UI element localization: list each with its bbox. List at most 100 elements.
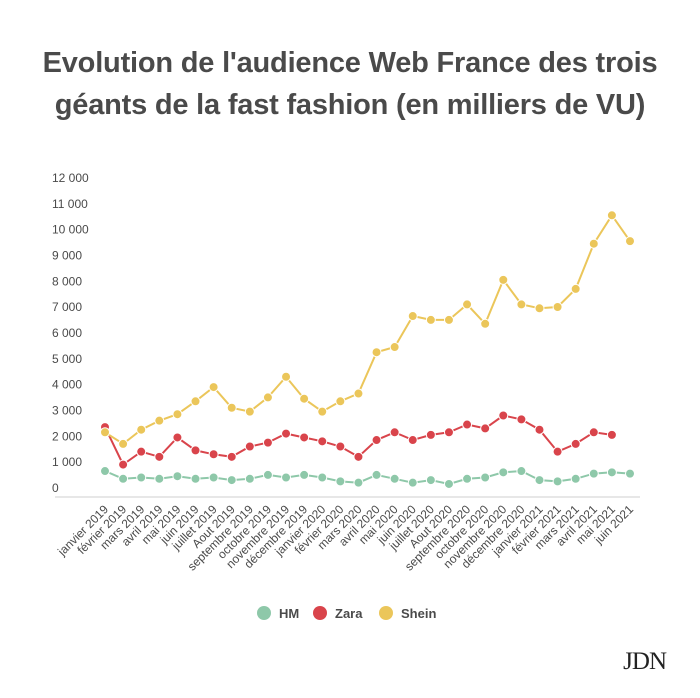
- data-point-shein: [226, 402, 237, 413]
- data-point-zara: [262, 437, 273, 448]
- data-point-shein: [480, 318, 491, 329]
- y-tick-label: 12 000: [52, 171, 89, 185]
- data-point-hm: [462, 473, 473, 484]
- data-point-shein: [118, 438, 129, 449]
- data-point-hm: [208, 472, 219, 483]
- data-point-shein: [208, 382, 219, 393]
- data-point-zara: [371, 435, 382, 446]
- data-point-shein: [371, 347, 382, 358]
- data-point-shein: [516, 299, 527, 310]
- data-point-zara: [317, 436, 328, 447]
- data-point-zara: [534, 424, 545, 435]
- data-point-zara: [498, 410, 509, 421]
- data-point-hm: [118, 473, 129, 484]
- legend-swatch-zara: [313, 606, 327, 620]
- data-point-zara: [552, 446, 563, 457]
- data-point-zara: [172, 432, 183, 443]
- data-point-zara: [118, 459, 129, 470]
- data-point-shein: [100, 427, 110, 438]
- data-point-zara: [606, 429, 617, 440]
- y-tick-label: 6 000: [52, 326, 82, 340]
- data-point-zara: [588, 427, 599, 438]
- data-point-shein: [443, 314, 454, 325]
- data-point-hm: [606, 467, 617, 478]
- data-point-zara: [480, 423, 491, 434]
- data-point-shein: [498, 274, 509, 285]
- data-point-shein: [625, 236, 635, 247]
- legend-swatch-shein: [379, 606, 393, 620]
- data-point-shein: [244, 406, 255, 417]
- data-point-zara: [443, 427, 454, 438]
- data-point-zara: [281, 428, 292, 439]
- data-point-shein: [606, 210, 617, 221]
- data-point-hm: [516, 466, 527, 477]
- data-point-shein: [389, 342, 400, 353]
- data-point-shein: [552, 302, 563, 312]
- series-line-shein: [104, 213, 631, 446]
- data-point-zara: [407, 435, 418, 446]
- data-point-hm: [353, 477, 364, 488]
- data-point-hm: [136, 472, 147, 483]
- data-point-hm: [498, 467, 509, 478]
- y-tick-label: 5 000: [52, 352, 82, 366]
- data-point-hm: [389, 473, 400, 484]
- y-tick-label: 10 000: [52, 223, 89, 237]
- data-point-hm: [281, 472, 292, 483]
- data-point-hm: [407, 477, 418, 488]
- data-point-zara: [389, 427, 400, 438]
- y-tick-label: 3 000: [52, 404, 82, 418]
- data-point-shein: [588, 238, 599, 249]
- data-point-hm: [480, 472, 491, 483]
- data-point-zara: [299, 432, 310, 443]
- data-point-zara: [190, 445, 201, 456]
- series-line-hm: [104, 469, 631, 486]
- legend-label-shein: Shein: [401, 606, 436, 621]
- data-point-hm: [317, 472, 328, 483]
- data-point-hm: [534, 475, 545, 486]
- y-tick-label: 1 000: [52, 455, 82, 469]
- data-point-zara: [353, 451, 364, 462]
- data-point-shein: [317, 406, 328, 417]
- y-tick-label: 9 000: [52, 249, 82, 263]
- data-point-hm: [425, 475, 436, 486]
- data-point-shein: [534, 303, 545, 314]
- data-point-hm: [371, 469, 382, 480]
- data-point-zara: [335, 441, 346, 452]
- y-tick-label: 4 000: [52, 378, 82, 392]
- data-point-zara: [154, 451, 165, 462]
- y-tick-label: 8 000: [52, 274, 82, 288]
- data-point-hm: [226, 475, 237, 486]
- data-point-shein: [407, 311, 418, 322]
- legend-label-hm: HM: [279, 606, 299, 621]
- data-point-hm: [335, 476, 346, 487]
- data-point-shein: [172, 409, 183, 420]
- data-point-hm: [588, 468, 599, 479]
- data-point-shein: [281, 371, 292, 382]
- data-point-hm: [262, 469, 273, 480]
- data-point-zara: [425, 429, 436, 440]
- data-point-zara: [516, 414, 527, 425]
- jdn-logo: JDN: [623, 648, 667, 675]
- data-point-zara: [226, 451, 237, 462]
- y-tick-label: 11 000: [52, 197, 88, 211]
- data-point-shein: [154, 415, 165, 426]
- chart-title-line-1: Evolution de l'audience Web France des t…: [42, 47, 658, 79]
- data-point-zara: [136, 446, 147, 457]
- data-point-hm: [299, 469, 310, 480]
- data-point-shein: [262, 392, 273, 403]
- data-point-shein: [190, 396, 201, 407]
- legend-label-zara: Zara: [335, 606, 363, 621]
- data-point-hm: [443, 478, 454, 489]
- data-point-shein: [136, 424, 147, 435]
- data-point-hm: [570, 473, 581, 484]
- y-tick-label: 2 000: [52, 429, 82, 443]
- data-point-hm: [172, 471, 183, 482]
- data-point-shein: [570, 283, 581, 294]
- data-point-hm: [244, 473, 255, 484]
- data-point-shein: [462, 299, 473, 310]
- data-point-zara: [570, 438, 581, 449]
- data-point-hm: [552, 476, 563, 487]
- y-tick-label: 7 000: [52, 300, 82, 314]
- data-point-hm: [100, 466, 110, 477]
